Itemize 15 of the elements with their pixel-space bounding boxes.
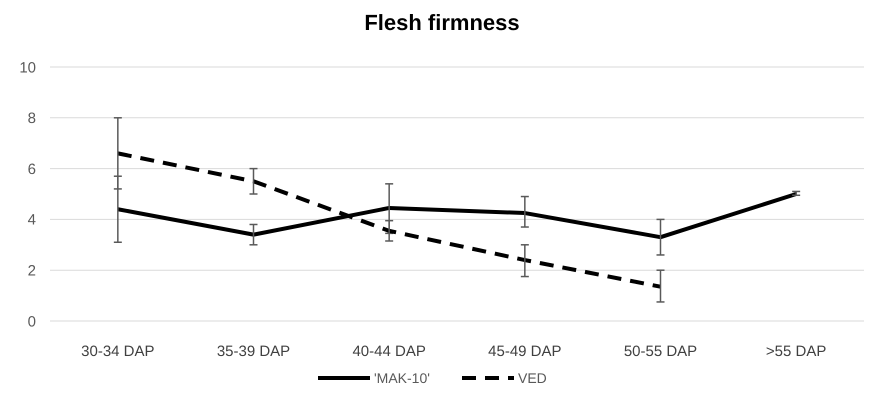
legend-label: VED	[518, 370, 547, 386]
y-tick-label: 0	[28, 313, 36, 330]
y-tick-label: 4	[28, 212, 36, 229]
x-tick-label: 35-39 DAP	[216, 343, 290, 360]
y-tick-label: 6	[28, 160, 36, 178]
x-tick-label: 45-49 DAP	[488, 343, 562, 360]
x-tick-label: >55 DAP	[766, 343, 826, 360]
legend-label: 'MAK-10'	[374, 370, 430, 386]
chart-title: Flesh firmness	[364, 10, 520, 35]
x-tick-label: 40-44 DAP	[352, 343, 426, 360]
x-tick-label: 50-55 DAP	[624, 343, 698, 360]
y-tick-label: 8	[28, 110, 36, 128]
y-tick-label: 2	[28, 262, 36, 280]
y-tick-label: 10	[19, 59, 36, 76]
x-tick-label: 30-34 DAP	[81, 343, 155, 360]
